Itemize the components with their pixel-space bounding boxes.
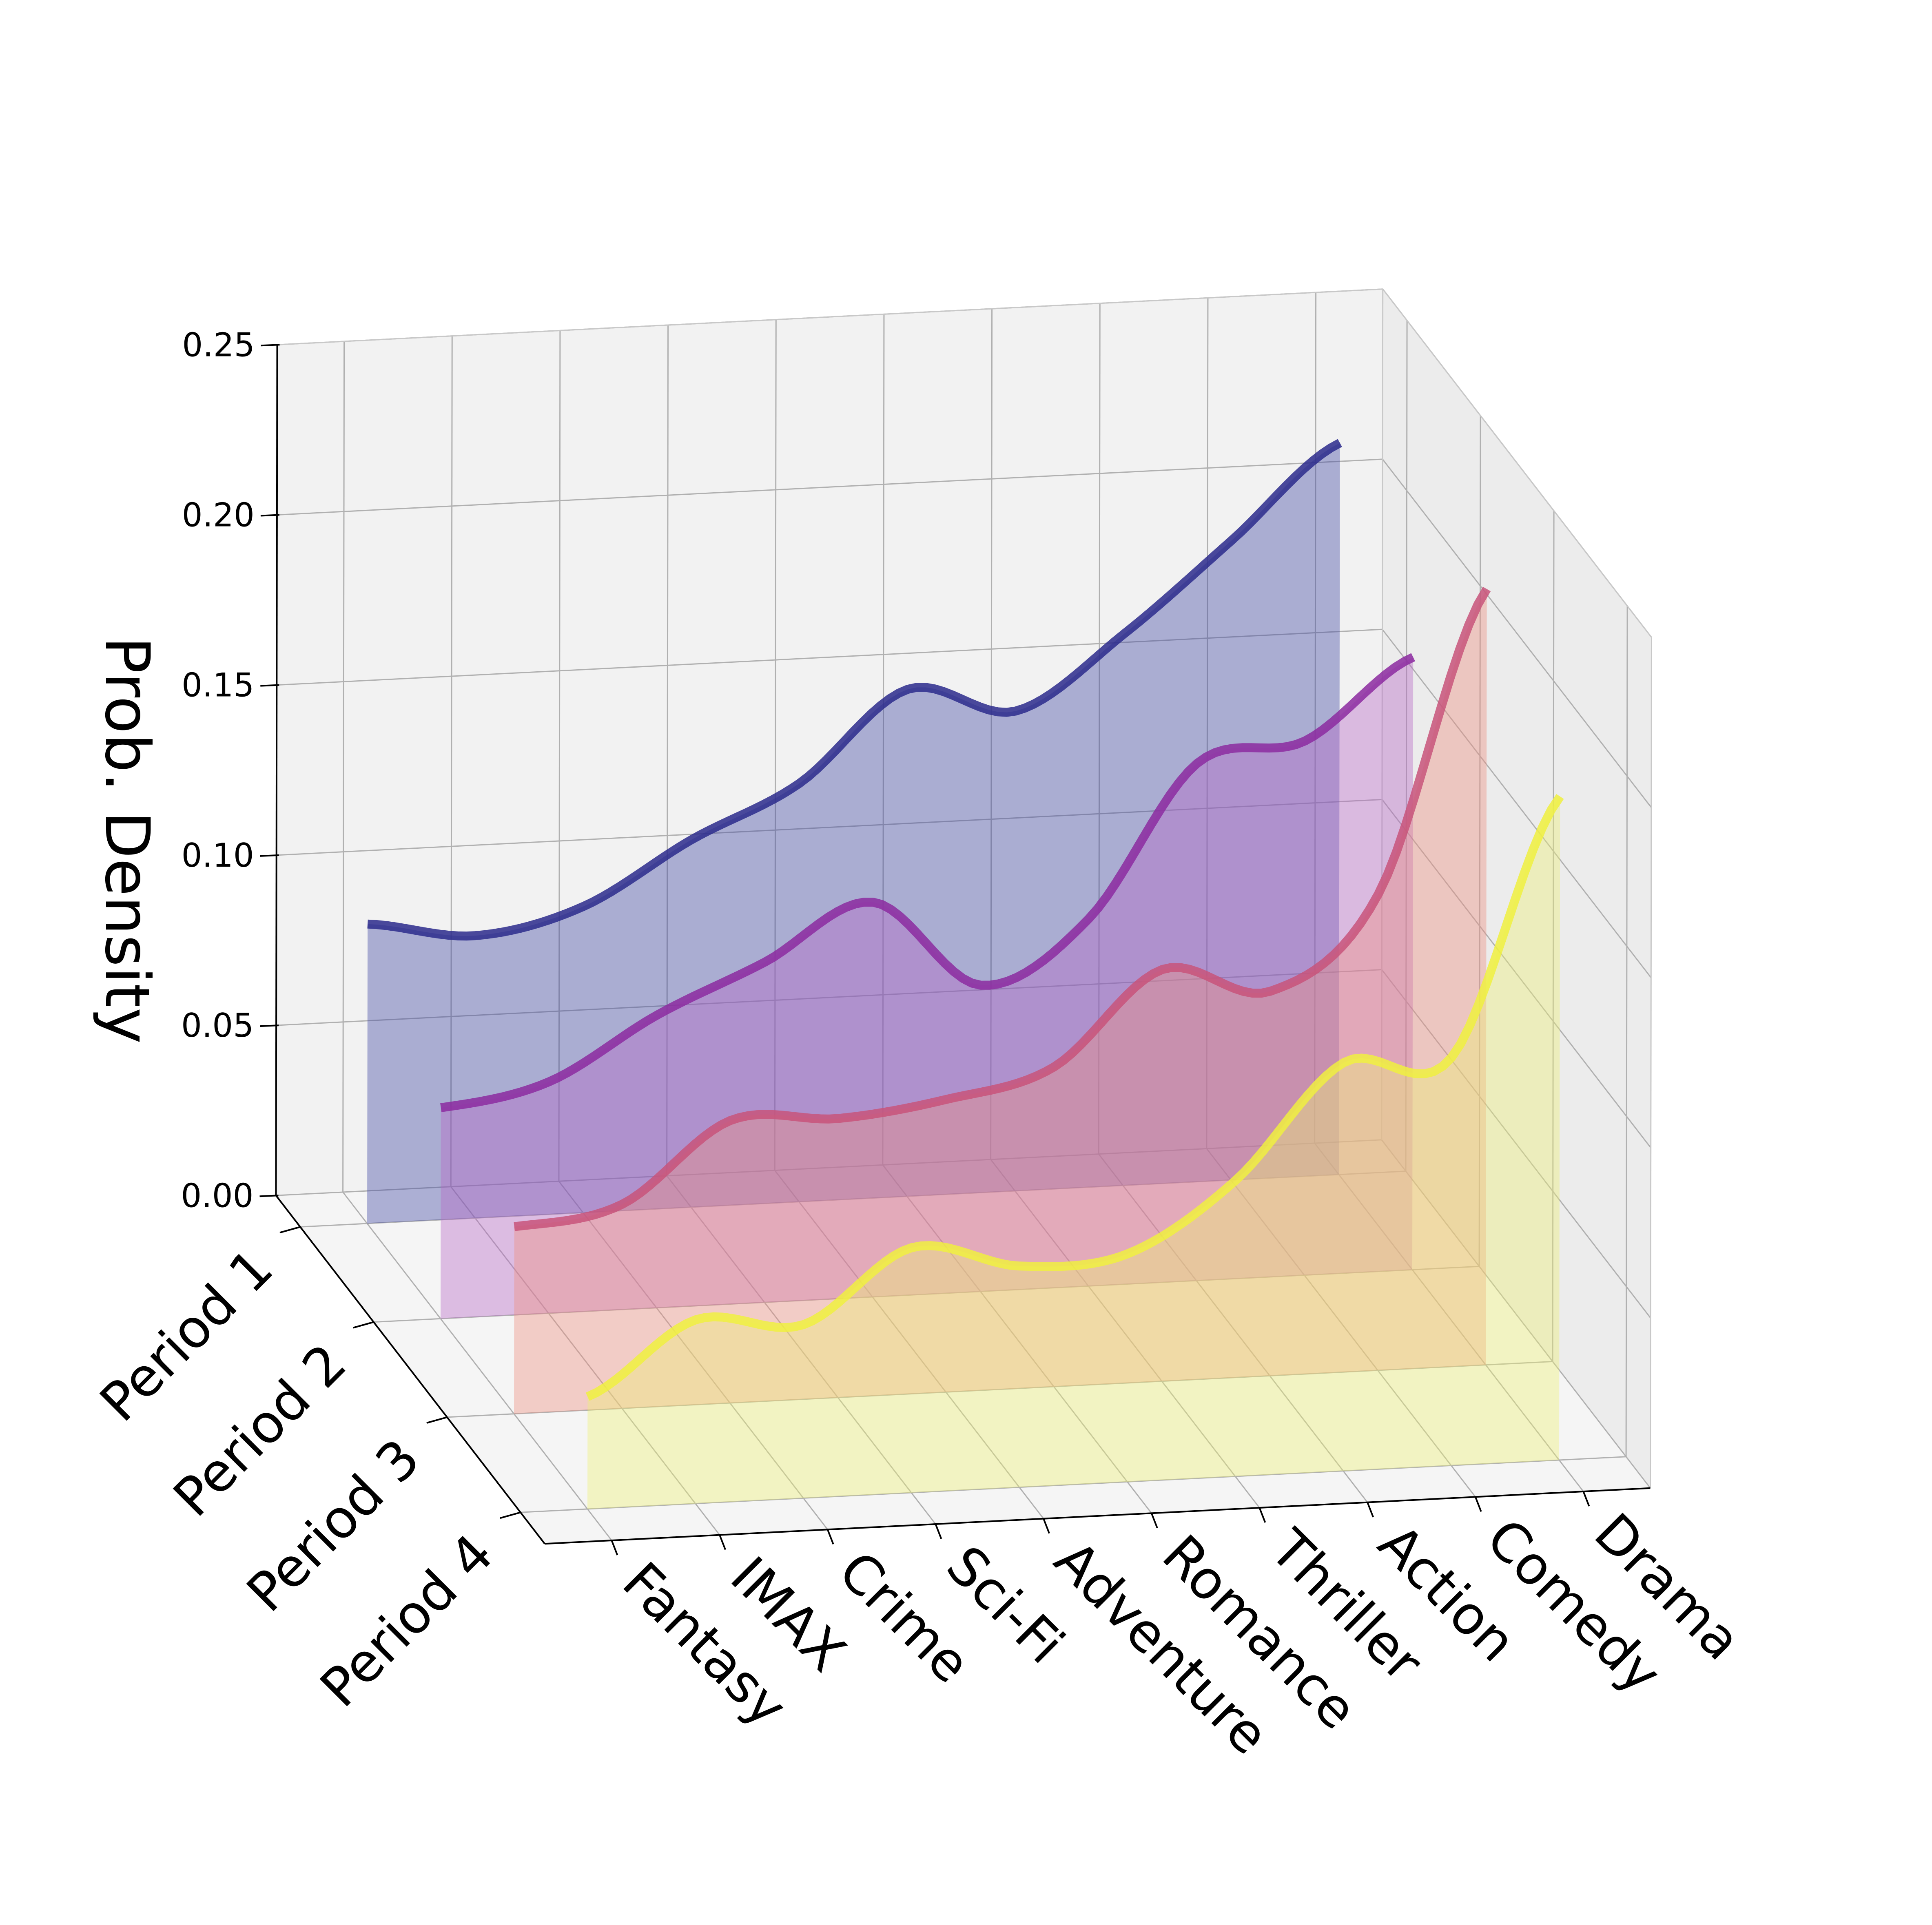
x-tick-mark [935,1524,942,1539]
gridline-z [276,1139,1382,1196]
gridline-z [277,628,1383,686]
z-axis-label: Prob. Density [91,637,162,1044]
gridline-x-floor [342,1192,612,1541]
gridline-z [277,458,1383,516]
ridge-line-1 [367,439,1342,941]
gridline-x-floor [450,1186,720,1536]
x-tick-mark [1582,1491,1590,1507]
x-tick-mark [719,1534,726,1550]
gridline-z [276,969,1382,1026]
ridge-fill-4 [587,796,1560,1509]
gridline-x [342,341,345,1193]
gridline-z-side [1382,459,1652,808]
gridline-y-side [1625,606,1628,1457]
x-tick-mark [1150,1513,1158,1529]
gridline-y-side [1552,511,1555,1362]
gridline-x-floor [1206,1148,1476,1498]
x-tick-mark [611,1540,618,1555]
gridline-x-floor [882,1164,1152,1514]
axes-lines [275,345,1651,1545]
x-tick-mark [1258,1507,1266,1523]
gridline-x [666,325,669,1176]
z-tick-mark [260,514,279,517]
y-tick-mark [353,1321,374,1329]
gridline-z-side [1381,799,1651,1148]
gridline-x [450,336,453,1187]
gridline-x [558,330,561,1182]
gridline-y [300,1170,1406,1228]
gridline-x [990,308,993,1160]
z-tick-label: 0.05 [181,1007,254,1044]
gridline-y-side [1478,416,1481,1267]
axes-panes [276,289,1652,1544]
x-tick-mark [1474,1496,1482,1512]
gridline-y-side [1405,320,1408,1171]
gridline-y [520,1456,1626,1513]
gridline-x [882,314,885,1165]
y-axis-line [275,1195,545,1544]
gridline-x [1314,292,1317,1144]
density-ridges [367,439,1564,1509]
pane-edge [1382,288,1652,638]
z-tick-mark [260,854,279,857]
pane-edge [1381,289,1384,1140]
z-tick-mark [260,1024,279,1027]
gridline-x [1206,298,1209,1149]
y-tick-mark [279,1226,301,1234]
y-tick-mark [500,1511,521,1519]
gridline-x [774,319,777,1170]
gridline-x-floor [666,1175,936,1525]
x-axis-line [545,1487,1651,1545]
x-tick-mark [826,1529,834,1545]
ridge-fill-3 [514,589,1487,1414]
ridge-line-3 [514,586,1491,1231]
z-tick-mark [259,1195,279,1197]
ridge-line-2 [440,653,1416,1112]
gridline-z-side [1382,629,1652,978]
pane-edge [277,288,1383,345]
z-tick-mark [260,684,279,687]
floor-pane [276,1140,1651,1544]
gridline-x-floor [990,1159,1260,1508]
gridline-z-side [1381,969,1651,1319]
z-tick-label: 0.25 [182,326,255,364]
gridline-x-floor [558,1181,828,1530]
z-tick-label: 0.00 [181,1177,253,1215]
gridline-y [447,1361,1553,1418]
gridline-x [1098,303,1101,1154]
gridline-z [276,799,1382,856]
pane-edge [1649,637,1652,1488]
z-tick-label: 0.20 [182,496,255,534]
gridline-z-side [1381,1139,1651,1489]
gridline-x-floor [1098,1153,1368,1503]
x-tick-mark [1367,1502,1374,1518]
gridline-x-floor [774,1170,1044,1519]
gridline-x-floor [1314,1143,1584,1492]
z-axis-line [275,345,278,1196]
back-pane [276,289,1383,1196]
y-tick-mark [426,1416,448,1424]
z-tick-label: 0.15 [182,666,254,704]
z-tick-label: 0.10 [182,836,254,874]
ridge-line-4 [585,794,1564,1401]
x-tick-mark [1043,1518,1050,1534]
axes-grid [276,288,1652,1541]
gridline-y [373,1266,1480,1323]
